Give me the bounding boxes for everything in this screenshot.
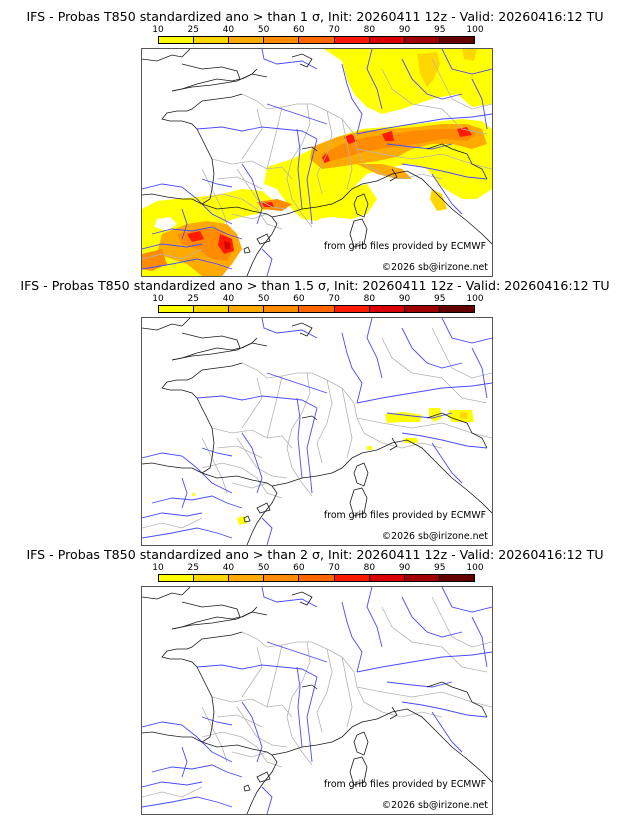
colorbar-segment [369, 306, 405, 312]
colorbar-segment [229, 37, 265, 43]
colorbar-tick-label: 80 [363, 563, 376, 573]
colorbar-tick-label: 25 [187, 25, 199, 35]
colorbar-tick-label: 70 [328, 294, 340, 304]
colorbar-tick-label: 60 [293, 25, 305, 35]
colorbar-tick-label: 25 [187, 563, 199, 573]
prob-area-ligurian [404, 438, 418, 443]
colorbar-tick-label: 70 [328, 563, 340, 573]
colorbar-tick-label: 95 [434, 563, 446, 573]
colorbar-tick-label: 100 [466, 563, 484, 573]
colorbar-tick-label: 100 [466, 25, 484, 35]
probability-map: from grib files provided by ECMWF ©2026 … [141, 48, 493, 277]
prob-area-alps-70b [382, 131, 394, 141]
prob-area-italy-25 [430, 189, 447, 211]
colorbar-tick-label: 90 [398, 294, 411, 304]
colorbar-tick-label: 10 [152, 294, 164, 304]
chart-title: IFS - Probas T850 standardized ano > tha… [26, 547, 604, 562]
prob-area-alps-70a [344, 134, 357, 144]
colorbar [158, 574, 475, 582]
source-credit: from grib files provided by ECMWF [323, 779, 486, 790]
probability-map: from grib files provided by ECMWF ©2026 … [141, 586, 493, 815]
prob-area-spain-hole [154, 217, 177, 231]
colorbar-segment [404, 306, 440, 312]
colorbar-ticks: 10 25 40 50 60 70 80 90 95 100 [152, 294, 483, 304]
colorbar-segment [334, 37, 370, 43]
prob-area-alps-70c [457, 127, 472, 137]
map-svg [142, 49, 492, 276]
chart-title: IFS - Probas T850 standardized ano > tha… [26, 9, 604, 24]
colorbar-segment [299, 306, 335, 312]
colorbar-segment [264, 37, 300, 43]
colorbar-ticks: 10 25 40 50 60 70 80 90 95 100 [152, 25, 483, 35]
colorbar-ticks: 10 25 40 50 60 70 80 90 95 100 [152, 563, 483, 573]
colorbar-tick-label: 25 [187, 294, 199, 304]
colorbar-tick-label: 50 [257, 563, 270, 573]
colorbar-tick-label: 10 [152, 25, 164, 35]
panel-1sigma: IFS - Probas T850 standardized ano > tha… [0, 0, 630, 277]
colorbar-segment [369, 575, 405, 581]
colorbar-segment [404, 37, 440, 43]
panel-2sigma: IFS - Probas T850 standardized ano > tha… [0, 538, 630, 815]
copyright: ©2026 sb@irizone.net [381, 531, 488, 542]
colorbar-tick-label: 60 [293, 563, 305, 573]
colorbar-tick-label: 60 [293, 294, 305, 304]
colorbar [158, 305, 475, 313]
colorbar-segment [159, 575, 195, 581]
colorbar-segment [264, 575, 300, 581]
copyright: ©2026 sb@irizone.net [381, 800, 488, 811]
prob-area-spain [237, 516, 247, 525]
prob-area-eastern-alps-25 [460, 412, 468, 419]
colorbar-segment [194, 37, 230, 43]
colorbar-tick-label: 40 [222, 25, 235, 35]
colorbar-tick-label: 90 [398, 25, 411, 35]
colorbar-segment [404, 575, 440, 581]
prob-area-provence [367, 446, 372, 450]
colorbar-segment [194, 306, 230, 312]
colorbar-segment [439, 306, 474, 312]
copyright: ©2026 sb@irizone.net [381, 262, 488, 273]
colorbar-segment [264, 306, 300, 312]
source-credit: from grib files provided by ECMWF [323, 241, 486, 252]
colorbar-segment [229, 575, 265, 581]
colorbar-segment [299, 37, 335, 43]
colorbar-segment [369, 37, 405, 43]
colorbar-tick-label: 10 [152, 563, 164, 573]
colorbar-tick-label: 95 [434, 25, 446, 35]
colorbar-tick-label: 80 [363, 25, 376, 35]
colorbar-segment [194, 575, 230, 581]
probability-field [192, 408, 474, 525]
map-svg [142, 318, 492, 545]
prob-area-western-alps [385, 412, 422, 423]
colorbar-tick-label: 100 [466, 294, 484, 304]
prob-area-germany-25b [462, 49, 477, 61]
source-credit: from grib files provided by ECMWF [323, 510, 486, 521]
colorbar-segment [229, 306, 265, 312]
colorbar-tick-label: 90 [398, 563, 411, 573]
prob-area-spain-70a [187, 231, 204, 242]
colorbar-tick-label: 50 [257, 294, 270, 304]
colorbar-tick-label: 70 [328, 25, 340, 35]
colorbar-tick-label: 50 [257, 25, 270, 35]
colorbar-segment [334, 575, 370, 581]
colorbar-tick-label: 95 [434, 294, 446, 304]
panel-1.5sigma: IFS - Probas T850 standardized ano > tha… [0, 269, 630, 546]
prob-area-spain-80 [224, 241, 230, 249]
colorbar-segment [299, 575, 335, 581]
probability-map: from grib files provided by ECMWF ©2026 … [141, 317, 493, 546]
colorbar [158, 36, 475, 44]
prob-area-spain-dot [192, 493, 195, 496]
probability-field [142, 49, 492, 276]
prob-area-alps-50 [322, 129, 477, 161]
colorbar-tick-label: 80 [363, 294, 376, 304]
colorbar-segment [334, 306, 370, 312]
colorbar-segment [159, 37, 195, 43]
colorbar-tick-label: 40 [222, 563, 235, 573]
prob-area-pyrenees-50 [257, 199, 292, 211]
chart-title: IFS - Probas T850 standardized ano > tha… [20, 278, 610, 293]
colorbar-segment [439, 37, 474, 43]
colorbar-segment [439, 575, 474, 581]
colorbar-segment [159, 306, 195, 312]
prob-area-germany-25 [417, 52, 440, 87]
colorbar-tick-label: 40 [222, 294, 235, 304]
